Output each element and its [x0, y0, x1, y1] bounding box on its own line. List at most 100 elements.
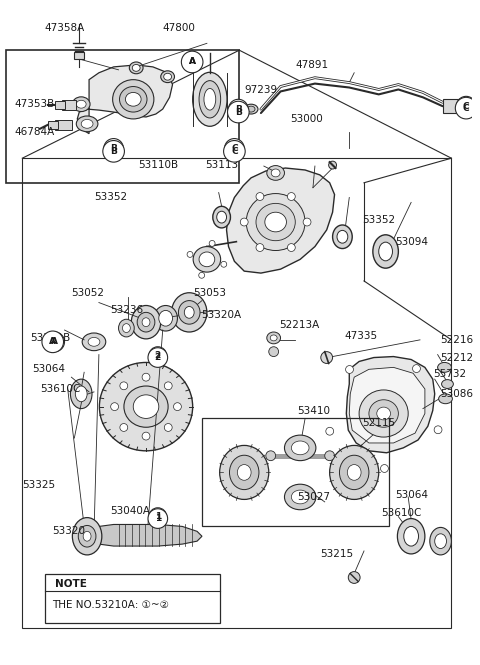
Text: C: C	[463, 102, 469, 110]
Ellipse shape	[285, 435, 316, 461]
Text: B: B	[235, 108, 242, 116]
Polygon shape	[94, 525, 202, 546]
Text: 53053: 53053	[193, 288, 226, 298]
Circle shape	[228, 101, 249, 123]
Circle shape	[381, 465, 388, 472]
Ellipse shape	[330, 446, 379, 499]
Ellipse shape	[88, 337, 100, 346]
Ellipse shape	[404, 527, 419, 546]
Text: C: C	[231, 147, 238, 156]
Text: 53113: 53113	[205, 160, 238, 170]
Ellipse shape	[333, 225, 352, 249]
Text: 47358A: 47358A	[45, 23, 85, 33]
Circle shape	[103, 140, 124, 162]
Ellipse shape	[142, 318, 150, 327]
Circle shape	[142, 373, 150, 381]
Circle shape	[120, 382, 128, 390]
Ellipse shape	[439, 394, 452, 404]
Circle shape	[325, 451, 335, 461]
Ellipse shape	[122, 324, 130, 332]
Ellipse shape	[137, 313, 155, 332]
Ellipse shape	[237, 465, 251, 480]
Circle shape	[240, 218, 248, 226]
Ellipse shape	[267, 166, 285, 180]
Text: 53371B: 53371B	[30, 333, 71, 343]
Ellipse shape	[256, 203, 295, 241]
Ellipse shape	[337, 230, 348, 243]
Ellipse shape	[193, 247, 221, 272]
Circle shape	[42, 331, 63, 352]
Circle shape	[434, 426, 442, 434]
Ellipse shape	[120, 86, 147, 112]
Text: 53215: 53215	[320, 549, 353, 559]
Circle shape	[224, 140, 245, 162]
Ellipse shape	[199, 80, 221, 118]
Circle shape	[456, 96, 476, 116]
Text: 47800: 47800	[163, 23, 195, 33]
Text: A: A	[189, 57, 196, 66]
Text: 53052: 53052	[72, 288, 104, 298]
Circle shape	[321, 352, 333, 364]
Ellipse shape	[438, 362, 451, 372]
Ellipse shape	[246, 194, 305, 251]
Circle shape	[326, 428, 334, 435]
Ellipse shape	[285, 484, 316, 510]
Text: 1: 1	[155, 514, 161, 523]
Ellipse shape	[369, 400, 398, 427]
Bar	[443, 99, 460, 113]
Circle shape	[456, 97, 477, 119]
Circle shape	[149, 508, 167, 525]
Text: THE NO.53210A: ①~②: THE NO.53210A: ①~②	[52, 600, 168, 610]
Text: 53000: 53000	[290, 114, 323, 124]
Ellipse shape	[154, 305, 178, 331]
Circle shape	[164, 424, 172, 432]
Ellipse shape	[83, 531, 91, 541]
Circle shape	[303, 218, 311, 226]
Circle shape	[148, 348, 168, 367]
Ellipse shape	[132, 305, 161, 339]
Ellipse shape	[179, 301, 200, 324]
Ellipse shape	[379, 242, 393, 261]
Text: 53236: 53236	[111, 305, 144, 315]
Ellipse shape	[270, 335, 277, 341]
Circle shape	[346, 366, 353, 374]
Circle shape	[348, 572, 360, 583]
Circle shape	[182, 52, 202, 72]
Circle shape	[225, 138, 244, 158]
Circle shape	[329, 161, 336, 169]
Ellipse shape	[291, 490, 309, 504]
Text: 47335: 47335	[344, 331, 377, 341]
Text: 53086: 53086	[441, 389, 474, 399]
Ellipse shape	[99, 362, 192, 451]
Ellipse shape	[71, 379, 92, 408]
Text: C: C	[231, 144, 238, 153]
Ellipse shape	[213, 206, 230, 228]
Bar	[74, 52, 84, 59]
Ellipse shape	[220, 446, 269, 499]
Ellipse shape	[132, 65, 140, 71]
Ellipse shape	[159, 311, 172, 326]
Text: A: A	[49, 337, 56, 346]
Ellipse shape	[216, 211, 227, 223]
Ellipse shape	[339, 456, 369, 489]
Ellipse shape	[133, 395, 159, 418]
Bar	[48, 121, 58, 129]
Polygon shape	[349, 367, 425, 443]
Circle shape	[111, 403, 119, 410]
Ellipse shape	[247, 106, 255, 112]
Text: 53352: 53352	[94, 192, 127, 202]
Bar	[45, 574, 220, 622]
Ellipse shape	[119, 319, 134, 337]
Ellipse shape	[184, 307, 194, 319]
Circle shape	[288, 193, 295, 200]
Text: 2: 2	[155, 351, 161, 360]
Ellipse shape	[359, 390, 408, 437]
Bar	[55, 120, 72, 130]
Text: 53320A: 53320A	[201, 311, 241, 321]
Text: 53064: 53064	[396, 490, 429, 500]
Text: 53110B: 53110B	[138, 160, 178, 170]
Ellipse shape	[78, 525, 96, 547]
Ellipse shape	[125, 92, 141, 106]
Circle shape	[288, 243, 295, 251]
Text: 46784A: 46784A	[14, 127, 55, 137]
